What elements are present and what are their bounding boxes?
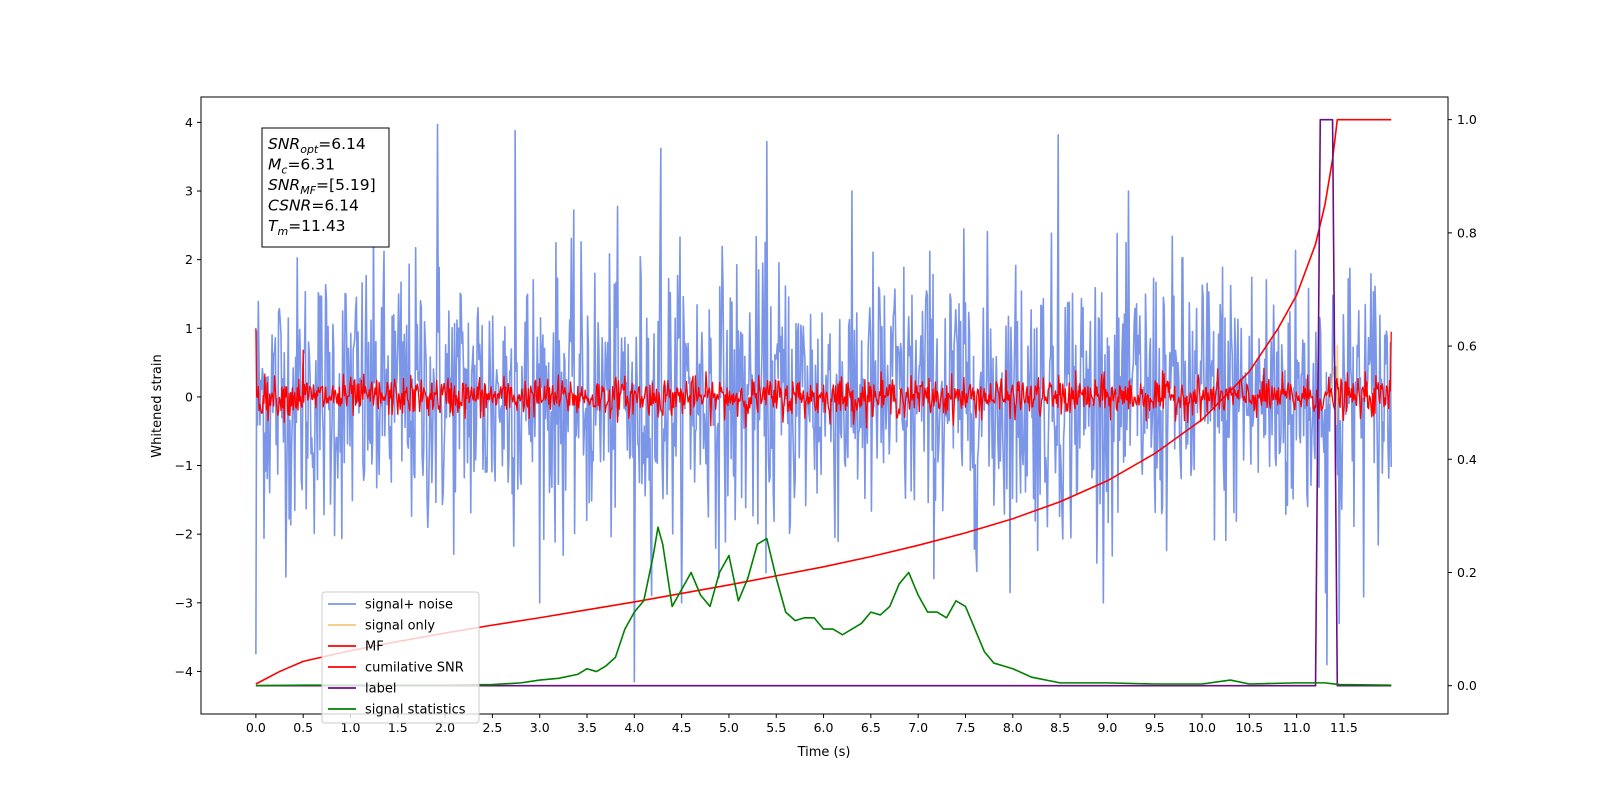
info-line: Mc=6.31 — [268, 156, 335, 177]
info-line: SNRMF=[5.19] — [268, 176, 376, 197]
y-left-tick-label: 0 — [185, 389, 193, 404]
x-tick-label: 6.5 — [861, 720, 881, 735]
x-tick-label: 3.0 — [530, 720, 550, 735]
info-value: =[5.19] — [316, 176, 376, 194]
legend-label-label: label — [365, 682, 396, 697]
x-tick-label: 10.0 — [1188, 720, 1216, 735]
series-label-line — [255, 118, 1392, 687]
x-tick-label: 4.5 — [672, 720, 692, 735]
y-right-tick-label: 0.8 — [1457, 225, 1477, 240]
x-tick-label: 0.0 — [246, 720, 266, 735]
legend-label-cumilative-snr: cumilative SNR — [365, 661, 464, 676]
info-value: =11.43 — [288, 217, 345, 235]
x-tick-label: 6.0 — [814, 720, 834, 735]
series-signal-noise-line — [255, 123, 1393, 683]
x-tick-label: 8.5 — [1050, 720, 1070, 735]
x-tick-label: 11.5 — [1330, 720, 1358, 735]
y-left-tick-label: −1 — [175, 458, 193, 473]
x-tick-label: 11.0 — [1283, 720, 1311, 735]
plot-frame — [200, 96, 1449, 715]
legend-label-signal-only: signal only — [365, 619, 435, 634]
series-signal-statistics-line — [255, 526, 1392, 687]
x-tick-label: 2.5 — [482, 720, 502, 735]
info-symbol: CSNR — [268, 197, 311, 215]
legend: signal+ noise signal only MF cumilative SNR… — [321, 591, 480, 724]
x-tick-label: 8.0 — [1003, 720, 1023, 735]
info-box-frame — [261, 127, 390, 248]
y-right-tick-label: 0.2 — [1457, 565, 1477, 580]
x-tick-label: 9.5 — [1145, 720, 1165, 735]
y-right-tick-label: 0.0 — [1457, 678, 1477, 693]
info-symbol: T — [268, 217, 279, 235]
info-line: CSNR=6.14 — [268, 197, 359, 215]
info-subscript: MF — [300, 184, 316, 197]
info-value: =6.14 — [318, 135, 366, 153]
legend-label-mf: MF — [365, 640, 384, 655]
info-value: =6.14 — [311, 197, 359, 215]
info-value: =6.31 — [287, 156, 335, 174]
y-right-tick-label: 0.4 — [1457, 452, 1477, 467]
y-left-tick-label: 3 — [185, 184, 193, 199]
info-line: Tm=11.43 — [268, 217, 346, 238]
legend-label-signal-statistics: signal statistics — [365, 703, 466, 718]
x-tick-label: 7.0 — [908, 720, 928, 735]
x-tick-label: 1.5 — [388, 720, 408, 735]
x-tick-label: 5.5 — [766, 720, 786, 735]
series-mf-line — [255, 328, 1392, 429]
x-tick-label: 7.5 — [956, 720, 976, 735]
info-subscript: c — [281, 164, 287, 177]
info-symbol: M — [268, 156, 281, 174]
x-tick-label: 5.0 — [719, 720, 739, 735]
x-tick-label: 3.5 — [577, 720, 597, 735]
y-axis-label: Whitened strain — [150, 354, 165, 457]
x-tick-label: 10.5 — [1235, 720, 1263, 735]
x-tick-label: 9.0 — [1097, 720, 1117, 735]
legend-frame — [321, 591, 480, 724]
info-box: SNRopt=6.14Mc=6.31SNRMF=[5.19]CSNR=6.14T… — [261, 127, 390, 248]
x-tick-label: 1.0 — [341, 720, 361, 735]
info-symbol: SNR — [268, 176, 300, 194]
y-left-tick-label: −2 — [175, 527, 193, 542]
y-right-tick-label: 0.6 — [1457, 339, 1477, 354]
y-right-tick-label: 1.0 — [1457, 112, 1477, 127]
series-signal-only-line — [1329, 344, 1339, 426]
info-subscript: m — [277, 225, 288, 238]
y-axis-right: 1.0 0.8 0.6 0.4 0.2 0.0 — [1448, 112, 1477, 693]
x-tick-label: 2.0 — [435, 720, 455, 735]
info-symbol: SNR — [268, 135, 300, 153]
y-left-tick-label: −4 — [175, 664, 193, 679]
x-axis-label: Time (s) — [797, 745, 851, 760]
y-left-tick-label: 1 — [185, 321, 193, 336]
y-left-tick-label: 2 — [185, 252, 193, 267]
y-left-tick-label: −3 — [175, 595, 193, 610]
legend-label-signal-noise: signal+ noise — [365, 598, 453, 613]
x-tick-label: 4.0 — [624, 720, 644, 735]
info-line: SNRopt=6.14 — [268, 135, 366, 156]
y-axis-left: 4 3 2 1 0 −1 −2 −3 −4 — [175, 115, 201, 679]
info-subscript: opt — [300, 143, 319, 156]
y-left-tick-label: 4 — [185, 115, 193, 130]
x-axis: 0.0 0.5 1.0 1.5 2.0 2.5 3.0 3.5 4.0 4.5 5.0 5.5 6.0 6… — [246, 714, 1358, 735]
x-tick-label: 0.5 — [293, 720, 313, 735]
